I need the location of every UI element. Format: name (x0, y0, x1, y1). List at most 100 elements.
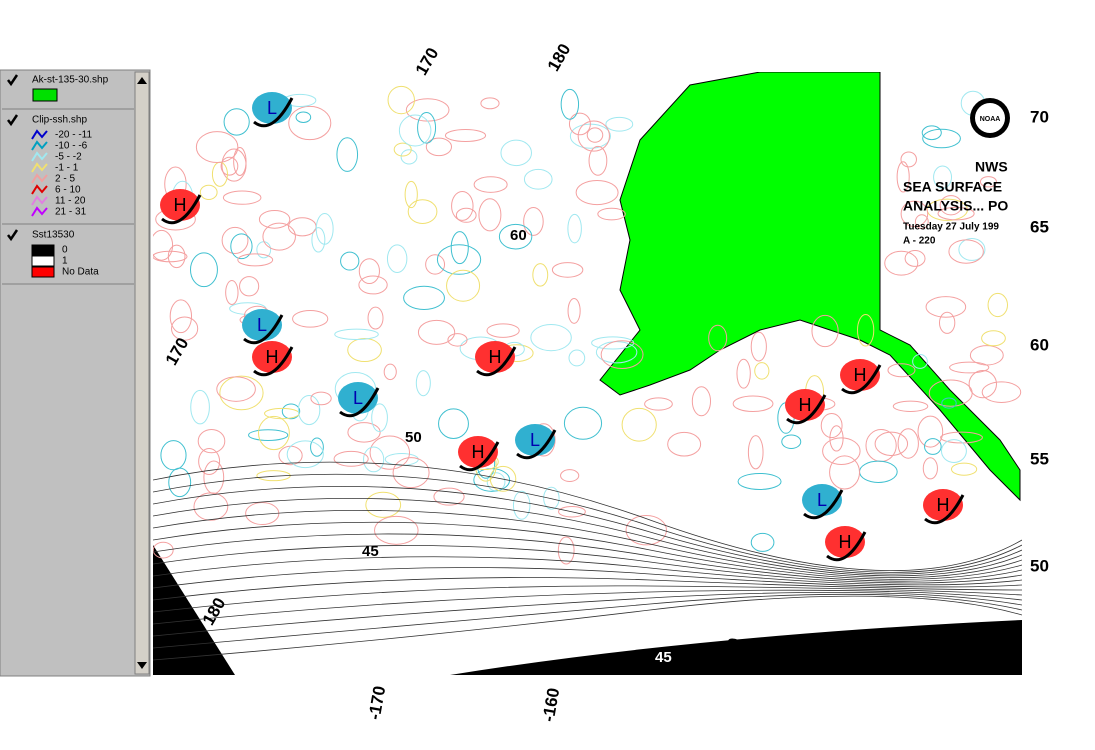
ssh-contour (203, 460, 225, 495)
ssh-contour (195, 131, 239, 164)
contour-label: 60 (510, 227, 527, 244)
ssh-contour (237, 253, 274, 267)
system-label: H (489, 347, 502, 367)
ssh-contour (560, 469, 580, 482)
system-arrow (161, 194, 202, 225)
ssh-contour (374, 515, 419, 545)
scroll-down[interactable] (137, 662, 147, 669)
ssh-contour (567, 213, 582, 244)
ssh-contour (295, 111, 312, 123)
legend-line (31, 206, 48, 217)
ssh-contour (367, 306, 384, 330)
isotherm (153, 473, 1022, 573)
ssh-contour (239, 276, 260, 297)
ssh-contour (480, 97, 500, 110)
ssh-contour (233, 147, 247, 176)
ssh-contour (281, 403, 301, 420)
contour-label: 45 (362, 543, 379, 560)
ssh-contour (222, 190, 262, 205)
ssh-contour (887, 363, 916, 378)
ssh-contour (523, 207, 544, 236)
ssh-contour (347, 422, 381, 443)
system-label: H (174, 195, 187, 215)
ssh-contour (586, 127, 604, 143)
ssh-contour (940, 439, 967, 464)
contour-label: 50 (405, 429, 422, 446)
legend-swatch (31, 244, 55, 256)
layer-name: Clip-ssh.shp (32, 115, 87, 126)
logo-text: NOAA (980, 116, 1001, 123)
legend-label: 1 (62, 256, 68, 267)
ssh-contour (950, 462, 978, 476)
ssh-contour (436, 244, 482, 275)
ssh-contour (433, 487, 465, 506)
isotherm (153, 498, 1022, 577)
ssh-contour (292, 310, 329, 328)
system-label: H (266, 347, 279, 367)
isotherm (153, 595, 1022, 661)
ssh-contour (371, 403, 388, 432)
ssh-contour (829, 425, 844, 452)
ssh-contour (336, 137, 359, 172)
system-arrow (826, 531, 867, 562)
scrollbar[interactable] (134, 71, 150, 675)
ssh-contour (732, 395, 774, 413)
lon-label: 180 (544, 40, 575, 74)
system-arrow (253, 97, 294, 128)
ssh-contour (557, 536, 575, 565)
lat-label: 65 (1030, 217, 1049, 236)
ssh-contour (198, 448, 221, 475)
ssh-contour (450, 231, 469, 265)
legend-label: 0 (62, 245, 68, 256)
legend-label: -5 - -2 (55, 152, 82, 163)
ssh-contour (605, 116, 634, 132)
ssh-contour (820, 413, 843, 439)
ssh-contour (190, 389, 210, 425)
ssh-contour (892, 400, 929, 412)
ssh-contour (347, 338, 382, 363)
ssh-contour (781, 434, 802, 449)
legend-label: -20 - -11 (55, 130, 92, 141)
ssh-contour (981, 330, 1006, 347)
legend: Ak-st-135-30.shp Clip-ssh.shp -20 - -11-10… (2, 74, 134, 285)
ssh-contour (387, 85, 415, 115)
ssh-contour (365, 491, 402, 518)
ssh-contour (567, 297, 581, 324)
ssh-contour (153, 250, 188, 263)
checkbox-check (7, 229, 19, 242)
legend-label: -1 - 1 (55, 163, 79, 174)
lat-label: 50 (1030, 556, 1049, 575)
ssh-contour (597, 207, 626, 221)
ssh-contour (667, 431, 702, 457)
ssh-contour (912, 354, 928, 369)
ssh-contour (221, 226, 249, 254)
scroll-up[interactable] (137, 77, 147, 84)
system-label: L (257, 315, 267, 335)
legend-line (31, 129, 48, 140)
isotherm (153, 485, 1022, 575)
isotherm (153, 567, 1022, 589)
title-line: SEA SURFACE (903, 179, 1002, 195)
ssh-contour (754, 362, 770, 380)
ssh-contour (938, 311, 956, 334)
ssh-contour (216, 376, 256, 402)
title-date: Tuesday 27 July 199 (903, 222, 999, 233)
checkbox-check (7, 74, 19, 87)
system-arrow (516, 429, 557, 460)
ssh-contour (856, 314, 875, 347)
ssh-contour (248, 429, 289, 441)
ssh-contour (169, 299, 193, 334)
ssh-contour (939, 195, 963, 216)
ssh-contour (948, 239, 984, 264)
legend-line (31, 195, 48, 206)
ssh-contour (600, 340, 644, 369)
ssh-contour (811, 314, 839, 348)
ssh-contour (884, 250, 919, 276)
legend-panel (0, 69, 151, 677)
layer-name: Ak-st-135-30.shp (32, 75, 109, 86)
ssh-contour (310, 437, 324, 457)
isotherm (153, 533, 1022, 582)
system-arrow (253, 346, 294, 377)
ssh-contour (220, 156, 239, 176)
